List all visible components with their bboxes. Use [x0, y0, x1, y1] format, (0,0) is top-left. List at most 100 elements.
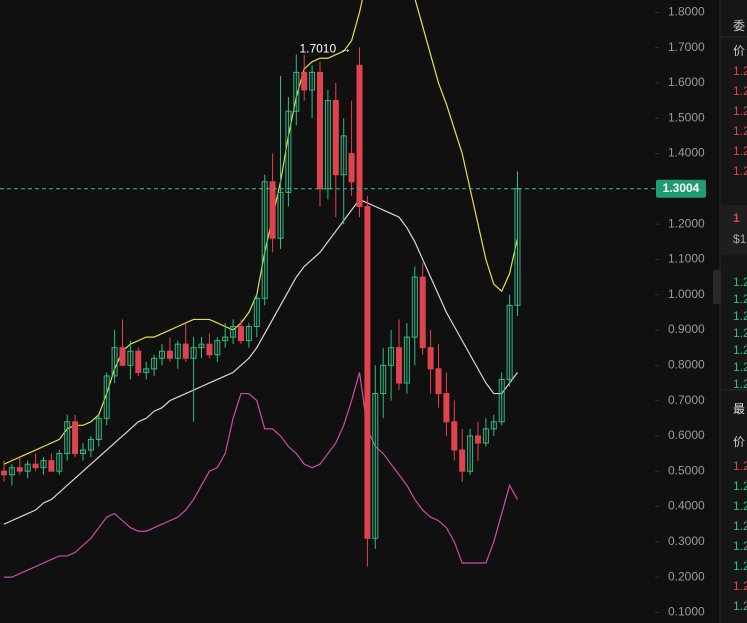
y-tick-label: 0.5000: [668, 463, 705, 477]
panel-text: 价: [733, 435, 745, 449]
plot: 1.7010 →: [0, 0, 655, 578]
candle-body: [403, 336, 410, 384]
panel-text: 委: [733, 19, 745, 33]
y-tick-label: 0.8000: [668, 358, 705, 372]
panel-text: 1.2: [733, 559, 747, 573]
y-tick-label: 0.3000: [668, 534, 705, 548]
panel-text: 1.2: [733, 164, 747, 178]
high-annotation: 1.7010 →: [299, 41, 351, 55]
candle-body: [261, 181, 268, 299]
indicator-line: [3, 0, 519, 465]
panel-text: 1.2: [733, 519, 747, 533]
candle-body: [364, 205, 371, 539]
panel-text: 1.2: [733, 275, 747, 289]
candle-body: [459, 449, 466, 472]
candle-body: [1, 470, 7, 476]
candle-body: [324, 100, 331, 190]
y-tick-label: 1.6000: [668, 75, 705, 89]
candle-body: [16, 467, 23, 472]
candle-body: [40, 460, 47, 469]
candle-body: [190, 347, 197, 359]
y-tick-label: 0.9000: [668, 322, 705, 336]
candle-body: [48, 460, 55, 472]
y-tick-label: 0.4000: [668, 499, 705, 513]
panel-text: 1.2: [733, 309, 747, 323]
candle-body: [309, 71, 316, 91]
candle-body: [443, 393, 450, 423]
candle-body: [340, 135, 347, 176]
candle-body: [317, 71, 323, 190]
candle-body: [238, 326, 244, 342]
y-tick-label: 1.0000: [668, 287, 705, 301]
candle-body: [372, 393, 379, 539]
candle-body: [56, 453, 63, 472]
y-tick-label: 1.7000: [668, 40, 705, 54]
side-panel: [720, 0, 747, 623]
panel-text: 1.2: [733, 377, 747, 391]
candle-body: [506, 304, 513, 380]
candle-body: [8, 467, 15, 476]
side-panel-text: 委价 1.2 1.2 1.2 1.2 1.2 1.2 1 $1 1.2 1.2 1.2 1.2 1.2 1.…: [733, 19, 747, 613]
panel-text: 1: [733, 211, 740, 225]
y-tick-label: 0.6000: [668, 428, 705, 442]
candle-body: [388, 347, 395, 366]
current-price-tag: [656, 179, 706, 198]
candle-body: [206, 343, 213, 356]
y-tick-label: 0.1000: [668, 605, 705, 619]
candle-body: [111, 347, 118, 377]
candle-body: [301, 71, 308, 91]
candle-body: [95, 417, 102, 440]
candle-body: [475, 435, 481, 444]
panel-text: 1.2: [733, 326, 747, 340]
candle-body: [135, 350, 142, 373]
candle-body: [103, 375, 110, 419]
panel-text: 1.2: [733, 459, 747, 473]
candle-body: [127, 350, 134, 366]
candle-body: [214, 340, 221, 356]
panel-text: 1.2: [733, 360, 747, 374]
y-tick-label: 1.8000: [668, 5, 705, 19]
candle-body: [159, 350, 165, 359]
candle-body: [332, 100, 339, 176]
candle-body: [222, 336, 229, 342]
panel-text: 1.2: [733, 599, 747, 613]
candle-body: [348, 153, 355, 183]
candle-body: [119, 347, 126, 366]
candle-body: [482, 428, 489, 444]
panel-text: 1.2: [733, 579, 747, 593]
panel-text: 1.2: [733, 499, 747, 513]
y-tick-label: 1.2000: [668, 216, 705, 230]
candle-body: [269, 181, 276, 239]
panel-text: 1.2: [733, 84, 747, 98]
candle-body: [293, 71, 300, 112]
y-tick-label: 0.7000: [668, 393, 705, 407]
candle-body: [514, 188, 521, 306]
candle-body: [451, 421, 458, 451]
y-tick-label: 1.4000: [668, 146, 705, 160]
panel-text: 1.2: [733, 104, 747, 118]
candle-body: [277, 191, 284, 239]
panel-text: 1.2: [733, 539, 747, 553]
candle-body: [32, 463, 39, 469]
candle-body: [380, 364, 387, 395]
candle-body: [253, 297, 260, 328]
candle-body: [64, 421, 71, 455]
candle-body: [356, 64, 363, 207]
candle-body: [174, 343, 181, 359]
candle-body: [230, 326, 237, 338]
panel-text: 最: [733, 402, 745, 416]
panel-text: 1.2: [733, 124, 747, 138]
candle-body: [245, 326, 252, 342]
panel-text: 1.2: [733, 64, 747, 78]
indicator-line: [4, 372, 519, 578]
collapse-handle[interactable]: [713, 270, 721, 304]
candle-body: [467, 435, 474, 472]
indicator-line: [3, 198, 518, 525]
panel-text: 1.2: [733, 479, 747, 493]
panel-text: $1: [733, 232, 747, 246]
panel-text: 1.2: [733, 292, 747, 306]
candle-body: [427, 347, 434, 370]
